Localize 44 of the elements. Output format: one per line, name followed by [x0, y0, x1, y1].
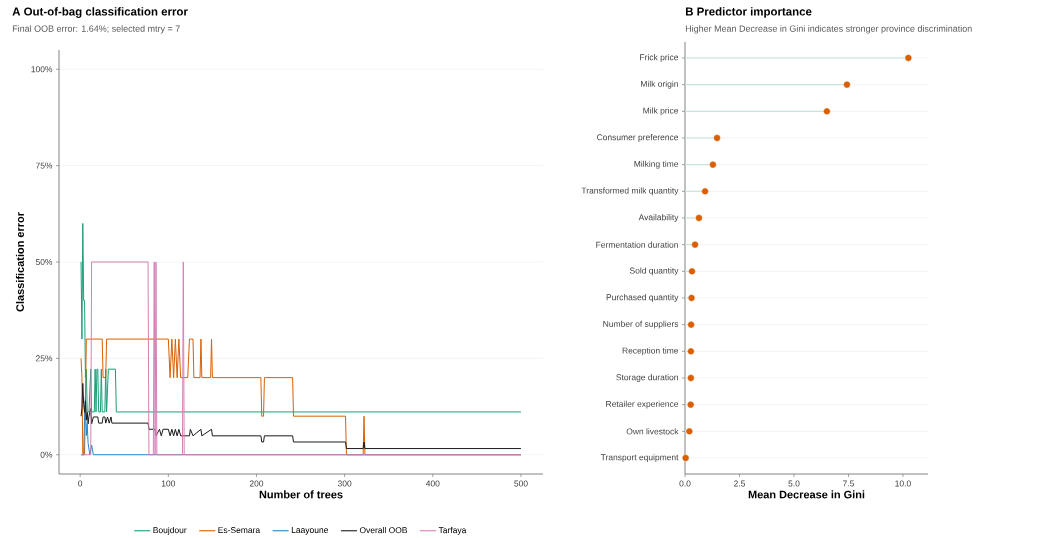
- x-tick-label: 10.0: [895, 480, 911, 487]
- chart-title: B Predictor importance: [685, 7, 812, 18]
- legend-label: Es-Semara: [218, 527, 261, 534]
- y-tick-label: Number of suppliers: [603, 320, 679, 329]
- y-tick-label: Purchased quantity: [606, 294, 679, 302]
- legend-label: Overall OOB: [359, 526, 408, 534]
- y-tick-label: Transformed milk quantity: [581, 187, 679, 196]
- chart-title: A Out-of-bag classification error: [12, 7, 188, 18]
- x-tick-label: 300: [337, 480, 352, 487]
- y-tick-label: 75%: [35, 162, 53, 169]
- y-tick-label: Frick price: [640, 54, 679, 62]
- y-tick-label: Consumer preference: [597, 134, 679, 142]
- y-tick-label: Own livestock: [626, 428, 679, 435]
- y-tick-label: Storage duration: [616, 374, 678, 382]
- y-tick-label: Fermentation duration: [596, 241, 678, 248]
- x-axis-title: Mean Decrease in Gini: [748, 490, 865, 499]
- y-tick-label: Availability: [638, 214, 679, 222]
- x-tick-label: 500: [514, 480, 528, 487]
- y-tick-label: Reception time: [622, 347, 679, 356]
- x-tick-label: 400: [425, 480, 440, 487]
- legend-label: Laayoune: [291, 527, 328, 535]
- y-tick-label: 100%: [31, 66, 53, 73]
- x-tick-label: 100: [161, 480, 176, 487]
- x-tick-label: 200: [249, 480, 264, 487]
- x-tick-label: 5.0: [788, 480, 800, 487]
- y-tick-label: Milk origin: [641, 80, 678, 89]
- y-tick-label: Sold quantity: [629, 267, 679, 276]
- y-tick-label: Retailer experience: [606, 400, 679, 409]
- x-tick-label: 2.5: [734, 480, 746, 487]
- x-axis-title: Number of trees: [259, 490, 343, 499]
- x-tick-label: 0: [78, 480, 83, 487]
- y-tick-label: Milk price: [643, 107, 679, 116]
- legend-label: Boujdour: [153, 526, 187, 535]
- x-tick-label: 7.5: [843, 480, 854, 487]
- y-axis-title: Classification error: [15, 212, 24, 312]
- y-tick-label: Transport equipment: [600, 454, 679, 462]
- chart-subtitle: Higher Mean Decrease in Gini indicates stronger province discrimination: [685, 25, 972, 34]
- y-tick-label: 25%: [35, 355, 53, 362]
- y-tick-label: 0%: [40, 451, 53, 458]
- legend-label: Tarfaya: [438, 526, 467, 535]
- x-tick-label: 0.0: [679, 480, 691, 487]
- y-tick-label: Milking time: [634, 160, 679, 169]
- y-tick-label: 50%: [35, 259, 53, 265]
- chart-subtitle: Final OOB error: 1.64%; selected mtry = 7: [12, 25, 180, 34]
